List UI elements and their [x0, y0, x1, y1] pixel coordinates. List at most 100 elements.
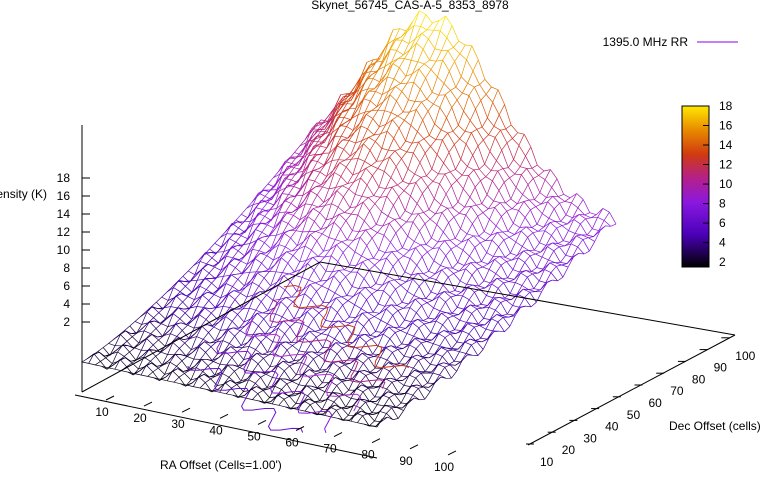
mesh-segment	[326, 361, 333, 370]
mesh-segment	[278, 333, 285, 343]
mesh-segment	[202, 267, 210, 274]
mesh-segment	[539, 230, 546, 243]
mesh-segment	[177, 368, 184, 372]
mesh-segment	[392, 58, 399, 64]
mesh-segment	[348, 346, 355, 359]
mesh-segment	[95, 364, 102, 367]
mesh-segment	[376, 394, 383, 405]
mesh-segment	[353, 236, 361, 241]
mesh-segment	[356, 312, 363, 321]
mesh-segment	[382, 416, 388, 420]
mesh-segment	[443, 362, 450, 365]
mesh-segment	[482, 338, 489, 350]
mesh-segment	[225, 351, 233, 358]
mesh-segment	[277, 365, 285, 372]
mesh-segment	[204, 341, 212, 347]
mesh-segment	[445, 255, 453, 269]
mesh-segment	[341, 93, 348, 102]
mesh-segment	[423, 270, 429, 275]
mesh-segment	[387, 391, 394, 395]
mesh-segment	[255, 349, 263, 355]
mesh-segment	[367, 354, 375, 357]
mesh-segment	[582, 239, 590, 252]
mesh-segment	[98, 351, 105, 357]
mesh-segment	[249, 229, 256, 244]
mesh-segment	[318, 388, 326, 393]
colorbar-tick-label: 12	[719, 158, 733, 172]
mesh-segment	[568, 230, 576, 234]
mesh-segment	[356, 353, 363, 360]
mesh-segment	[302, 326, 309, 337]
mesh-segment	[433, 260, 441, 266]
mesh-segment	[418, 327, 426, 340]
mesh-segment	[478, 231, 485, 237]
mesh-segment	[495, 265, 502, 274]
mesh-segment	[403, 307, 410, 309]
mesh-segment	[539, 192, 547, 198]
mesh-segment	[430, 320, 437, 333]
mesh-segment	[446, 25, 453, 38]
mesh-segment	[562, 230, 569, 241]
mesh-segment	[320, 179, 329, 186]
mesh-segment	[558, 246, 566, 256]
mesh-segment	[492, 170, 499, 181]
mesh-segment	[311, 351, 319, 356]
mesh-segment	[299, 153, 305, 162]
mesh-segment	[282, 223, 289, 234]
mesh-segment	[246, 370, 253, 372]
mesh-segment	[260, 301, 269, 312]
mesh-segment	[199, 382, 206, 389]
mesh-segment	[402, 376, 409, 381]
mesh-segment	[324, 348, 331, 361]
mesh-segment	[243, 346, 250, 360]
mesh-segment	[357, 143, 364, 159]
mesh-segment	[359, 333, 366, 338]
mesh-segment	[546, 279, 553, 283]
mesh-segment	[411, 273, 419, 276]
mesh-segment	[188, 299, 195, 309]
mesh-segment	[342, 252, 350, 266]
mesh-segment	[464, 262, 471, 266]
mesh-segment	[435, 376, 441, 383]
mesh-segment	[279, 246, 286, 257]
mesh-segment	[238, 359, 244, 367]
mesh-segment	[380, 124, 387, 134]
mesh-segment	[309, 369, 315, 372]
surface-mesh	[81, 10, 617, 428]
mesh-segment	[225, 346, 231, 353]
mesh-segment	[321, 333, 329, 336]
mesh-segment	[409, 374, 416, 379]
mesh-segment	[349, 142, 356, 157]
mesh-segment	[183, 369, 189, 372]
mesh-segment	[362, 391, 370, 402]
mesh-segment	[455, 169, 463, 176]
mesh-segment	[535, 203, 542, 207]
mesh-segment	[360, 78, 367, 92]
mesh-segment	[145, 333, 151, 340]
mesh-segment	[319, 164, 326, 173]
mesh-segment	[338, 396, 347, 408]
mesh-segment	[530, 302, 537, 308]
mesh-segment	[392, 115, 398, 120]
mesh-segment	[293, 350, 300, 362]
mesh-segment	[512, 269, 520, 273]
mesh-segment	[493, 190, 500, 202]
mesh-segment	[280, 341, 287, 345]
mesh-segment	[433, 183, 440, 199]
mesh-segment	[380, 271, 388, 277]
mesh-segment	[312, 351, 318, 354]
mesh-segment	[349, 264, 357, 266]
mesh-segment	[442, 132, 448, 141]
mesh-segment	[481, 252, 488, 262]
mesh-segment	[350, 320, 358, 324]
mesh-segment	[406, 333, 414, 337]
mesh-segment	[240, 370, 247, 382]
mesh-segment	[237, 314, 245, 323]
mesh-segment	[378, 66, 386, 71]
mesh-segment	[251, 272, 258, 283]
mesh-segment	[272, 171, 279, 179]
mesh-segment	[507, 313, 514, 316]
mesh-segment	[473, 235, 481, 244]
mesh-segment	[378, 249, 386, 253]
